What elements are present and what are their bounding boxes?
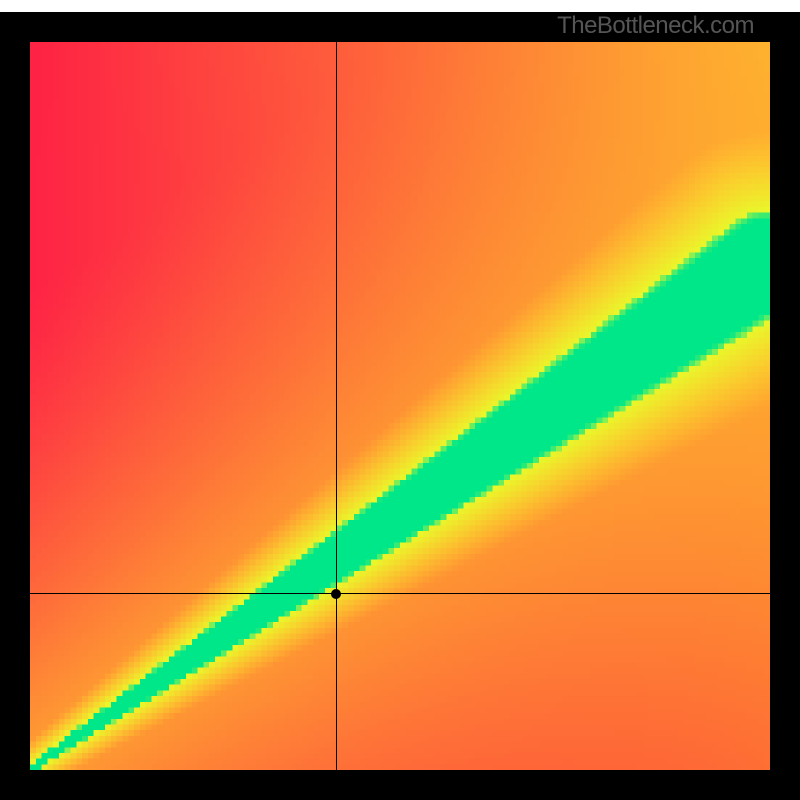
chart-container: TheBottleneck.com: [0, 0, 800, 800]
bottleneck-heatmap: [30, 42, 770, 770]
watermark-text: TheBottleneck.com: [557, 12, 754, 40]
frame-right: [770, 42, 800, 770]
frame-left: [0, 42, 30, 770]
frame-bottom: [0, 770, 800, 800]
crosshair-horizontal: [30, 593, 770, 594]
crosshair-vertical: [336, 42, 337, 770]
